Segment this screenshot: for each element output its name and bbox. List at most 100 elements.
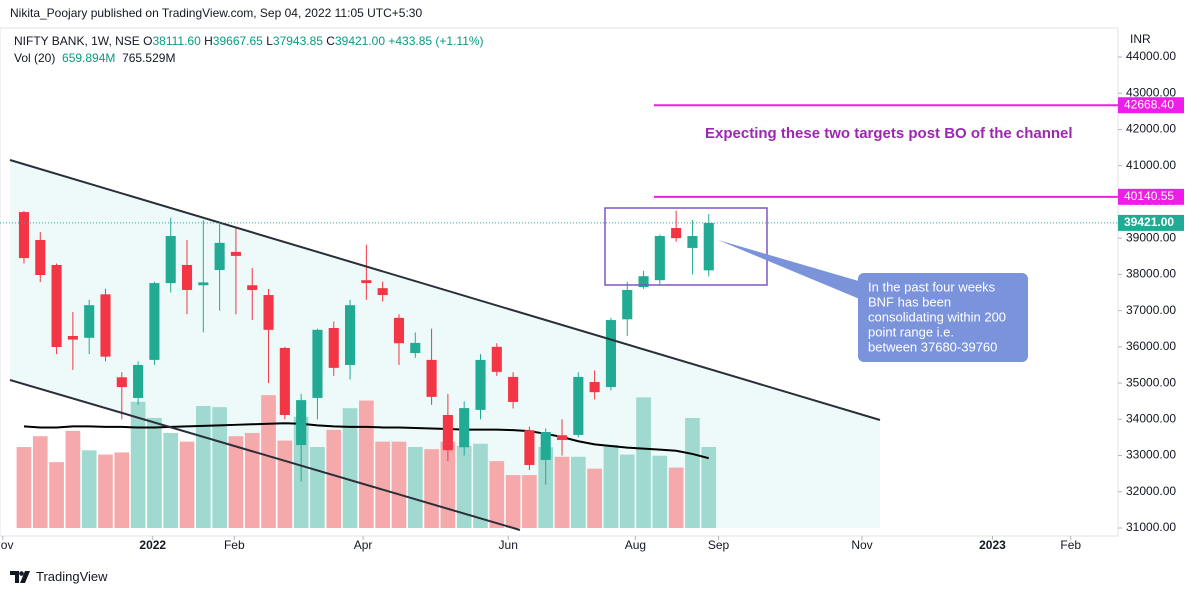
candle-body [671, 228, 682, 239]
last-price-label: 39421.00 [1124, 215, 1174, 229]
callout-line: BNF has been [868, 294, 951, 309]
volume-bar [473, 443, 488, 528]
volume-bar [538, 447, 554, 528]
candle-body [654, 235, 665, 281]
candle-body [361, 280, 372, 284]
volume-bar [163, 432, 179, 528]
y-tick-label: 34000.00 [1126, 411, 1176, 425]
volume-bar [195, 405, 211, 528]
volume-bar [375, 441, 391, 528]
callout-pointer [718, 240, 862, 300]
channel-upper [9, 159, 881, 421]
volume-bar [114, 452, 130, 528]
level-label: 42668.40 [1124, 97, 1174, 111]
candle-body [149, 283, 160, 360]
volume-ma-line [23, 422, 710, 460]
y-tick-label: 38000.00 [1126, 267, 1176, 281]
y-tick-label: 37000.00 [1126, 303, 1176, 317]
volume-bar [228, 436, 244, 528]
volume-bar [505, 475, 521, 528]
candle-body [524, 430, 535, 465]
symbol-legend: NIFTY BANK, 1W, NSE O38111.60 H39667.65 … [14, 34, 484, 48]
ohlc-key: O [143, 34, 153, 48]
symbol: NIFTY BANK, 1W, NSE [14, 34, 140, 48]
candle-body [377, 288, 388, 296]
callout-line: consolidating within 200 [868, 309, 1006, 324]
volume-bar [310, 447, 325, 528]
volume-bar [619, 454, 635, 528]
volume-bar [32, 436, 48, 528]
volume-bar [668, 467, 684, 528]
ohlc-key: C [326, 34, 335, 48]
logo [10, 570, 30, 583]
volume-bar [587, 468, 602, 528]
change: +433.85 (+1.11%) [388, 34, 484, 48]
volume-legend: Vol (20) 659.894M 765.529M [14, 51, 175, 65]
volume-bar [147, 417, 162, 528]
volume-bar [652, 455, 668, 528]
volume-bar [179, 441, 195, 528]
channel-fill [10, 160, 880, 528]
volume-bar [701, 446, 717, 528]
volume-bar [81, 450, 97, 528]
x-tick-label: Aug [625, 538, 646, 552]
channel-lower [9, 379, 521, 531]
volume-bar [570, 456, 586, 528]
callout-box [858, 273, 1028, 362]
level-label: 40140.55 [1124, 189, 1174, 203]
volume-bar [98, 454, 113, 528]
volume-bar [359, 400, 374, 528]
candle-body [263, 295, 274, 330]
candle-body [133, 364, 144, 398]
vol-ma: 659.894M [62, 51, 116, 65]
candle-body [328, 328, 339, 368]
volume-bar [326, 429, 342, 528]
candle-body [67, 335, 78, 340]
volume-bar [391, 441, 407, 528]
candle-body [296, 400, 307, 446]
callout-line: point range i.e. [868, 324, 954, 339]
target-annotation: Expecting these two targets post BO of t… [705, 125, 1073, 142]
candle-body [214, 242, 225, 271]
candle-body [18, 212, 30, 259]
candle-body [181, 264, 193, 290]
candle-body [116, 377, 127, 388]
candle-body [459, 408, 470, 448]
y-tick-label: 36000.00 [1126, 339, 1176, 353]
volume-bar [277, 440, 293, 528]
x-tick-label: Feb [224, 538, 245, 552]
candle-body [51, 264, 62, 348]
volume-bar [554, 456, 570, 528]
x-tick-label: 2023 [979, 538, 1006, 552]
candle-body [622, 289, 633, 320]
ohlc-key: L [266, 34, 273, 48]
candle-body [703, 222, 714, 271]
ohlc-value: 38111.60 [152, 34, 201, 48]
x-tick-label: 2022 [139, 538, 166, 552]
volume-bar [456, 445, 472, 528]
volume-bar [342, 408, 358, 528]
candle-body [393, 317, 405, 344]
ohlc-value: 39421.00 [334, 34, 386, 48]
y-tick-label: 42000.00 [1126, 122, 1176, 136]
y-tick-label: 33000.00 [1126, 448, 1176, 462]
brand: TradingView [36, 569, 108, 584]
candle-body [638, 276, 649, 288]
candle-body [100, 294, 111, 357]
volume-bar [489, 461, 505, 528]
footer: TradingView [10, 569, 108, 584]
candle-body [165, 235, 176, 284]
level-tag [1118, 97, 1184, 114]
candle-body [540, 432, 551, 460]
candle-body [556, 435, 568, 440]
candle-body [475, 359, 486, 410]
volume-bar [424, 449, 439, 528]
volume-bar [130, 401, 146, 528]
y-tick-label: 31000.00 [1126, 520, 1176, 534]
vol-value: 765.529M [122, 51, 176, 65]
ohlc-value: 39667.65 [212, 34, 263, 48]
candle-body [589, 382, 600, 393]
callout-line: In the past four weeks [868, 279, 996, 294]
volume-bar [244, 432, 260, 528]
